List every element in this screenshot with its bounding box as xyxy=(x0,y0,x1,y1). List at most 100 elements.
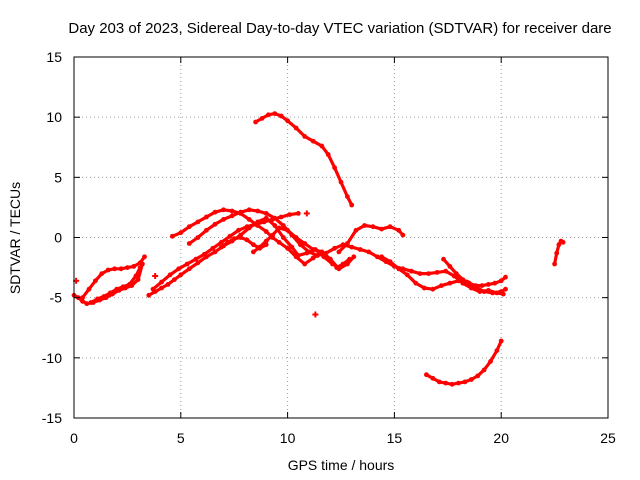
data-point xyxy=(263,242,269,248)
data-point xyxy=(114,286,120,292)
data-point xyxy=(195,219,201,225)
data-point xyxy=(229,208,235,214)
data-point xyxy=(80,298,85,304)
data-point xyxy=(159,285,165,291)
data-point xyxy=(404,272,410,278)
data-point xyxy=(165,282,171,287)
data-point xyxy=(285,227,290,233)
data-point xyxy=(219,239,224,245)
data-point xyxy=(293,254,299,260)
y-tick-label: -5 xyxy=(50,290,63,306)
data-point xyxy=(219,244,224,250)
data-point xyxy=(498,289,504,294)
data-point xyxy=(453,271,459,276)
x-tick-label: 0 xyxy=(70,430,78,446)
data-point xyxy=(498,338,504,344)
data-point xyxy=(120,284,126,290)
data-point xyxy=(302,241,308,246)
data-point xyxy=(332,245,337,251)
data-point xyxy=(184,261,190,267)
x-tick-label: 5 xyxy=(177,430,185,446)
data-point xyxy=(127,282,132,287)
data-point xyxy=(261,219,267,225)
data-point xyxy=(424,372,429,378)
data-layer xyxy=(71,111,566,387)
data-point xyxy=(492,280,498,286)
data-point xyxy=(456,278,461,284)
data-point xyxy=(466,280,472,286)
x-axis-label: GPS time / hours xyxy=(288,457,395,473)
data-point xyxy=(556,242,562,248)
data-point xyxy=(310,247,316,252)
data-point xyxy=(159,279,165,285)
data-point xyxy=(246,207,252,213)
data-point xyxy=(379,254,384,260)
data-point xyxy=(396,266,402,272)
data-point xyxy=(204,214,209,220)
data-point xyxy=(289,244,295,250)
grid-layer xyxy=(74,57,608,418)
data-point xyxy=(302,261,308,267)
data-point xyxy=(280,235,286,240)
data-point xyxy=(481,367,487,373)
data-point xyxy=(443,380,449,386)
data-point xyxy=(255,208,261,214)
data-point xyxy=(347,256,352,262)
data-point xyxy=(251,242,256,248)
data-point xyxy=(475,373,481,379)
y-axis-label: SDTVAR / TECUs xyxy=(7,182,23,294)
data-point xyxy=(430,286,436,292)
data-point xyxy=(221,207,226,213)
data-point xyxy=(272,111,278,116)
data-point xyxy=(285,245,290,251)
data-point xyxy=(503,274,508,280)
data-point xyxy=(481,289,487,294)
data-point xyxy=(236,227,241,233)
data-point xyxy=(486,282,491,287)
data-point xyxy=(167,272,173,278)
data-point xyxy=(334,265,340,270)
isolated-point xyxy=(312,311,319,318)
data-point xyxy=(244,224,250,230)
data-point xyxy=(150,286,156,292)
data-point xyxy=(447,264,453,269)
x-tick-label: 20 xyxy=(493,430,509,446)
isolated-point xyxy=(303,210,310,217)
series-track-12 xyxy=(254,111,354,207)
data-point xyxy=(439,283,444,288)
data-point xyxy=(366,249,372,255)
data-point xyxy=(349,244,355,250)
data-point xyxy=(135,277,141,282)
data-point xyxy=(554,250,560,256)
data-point xyxy=(447,280,453,286)
data-point xyxy=(293,125,299,131)
data-point xyxy=(409,268,414,274)
data-point xyxy=(462,379,468,385)
isolated-point xyxy=(152,273,159,280)
data-point xyxy=(251,249,256,255)
data-point xyxy=(201,251,207,257)
chart-title: Day 203 of 2023, Sidereal Day-to-day VTE… xyxy=(68,20,611,37)
data-point xyxy=(125,265,130,270)
data-point xyxy=(387,259,393,264)
data-point xyxy=(276,239,282,245)
data-point xyxy=(212,249,218,255)
data-point xyxy=(298,242,303,248)
data-point xyxy=(413,280,419,286)
y-tick-label: -15 xyxy=(42,410,62,426)
data-point xyxy=(332,165,337,171)
data-point xyxy=(421,285,427,291)
data-point xyxy=(107,290,113,296)
data-point xyxy=(101,294,107,299)
data-point xyxy=(327,256,333,262)
data-point xyxy=(178,230,184,236)
data-point xyxy=(212,221,218,227)
y-tick-label: 5 xyxy=(54,169,62,185)
data-point xyxy=(88,300,94,305)
data-point xyxy=(479,283,485,288)
data-point xyxy=(244,237,250,243)
x-tick-label: 10 xyxy=(280,430,296,446)
data-point xyxy=(131,264,137,269)
data-point xyxy=(263,211,269,216)
